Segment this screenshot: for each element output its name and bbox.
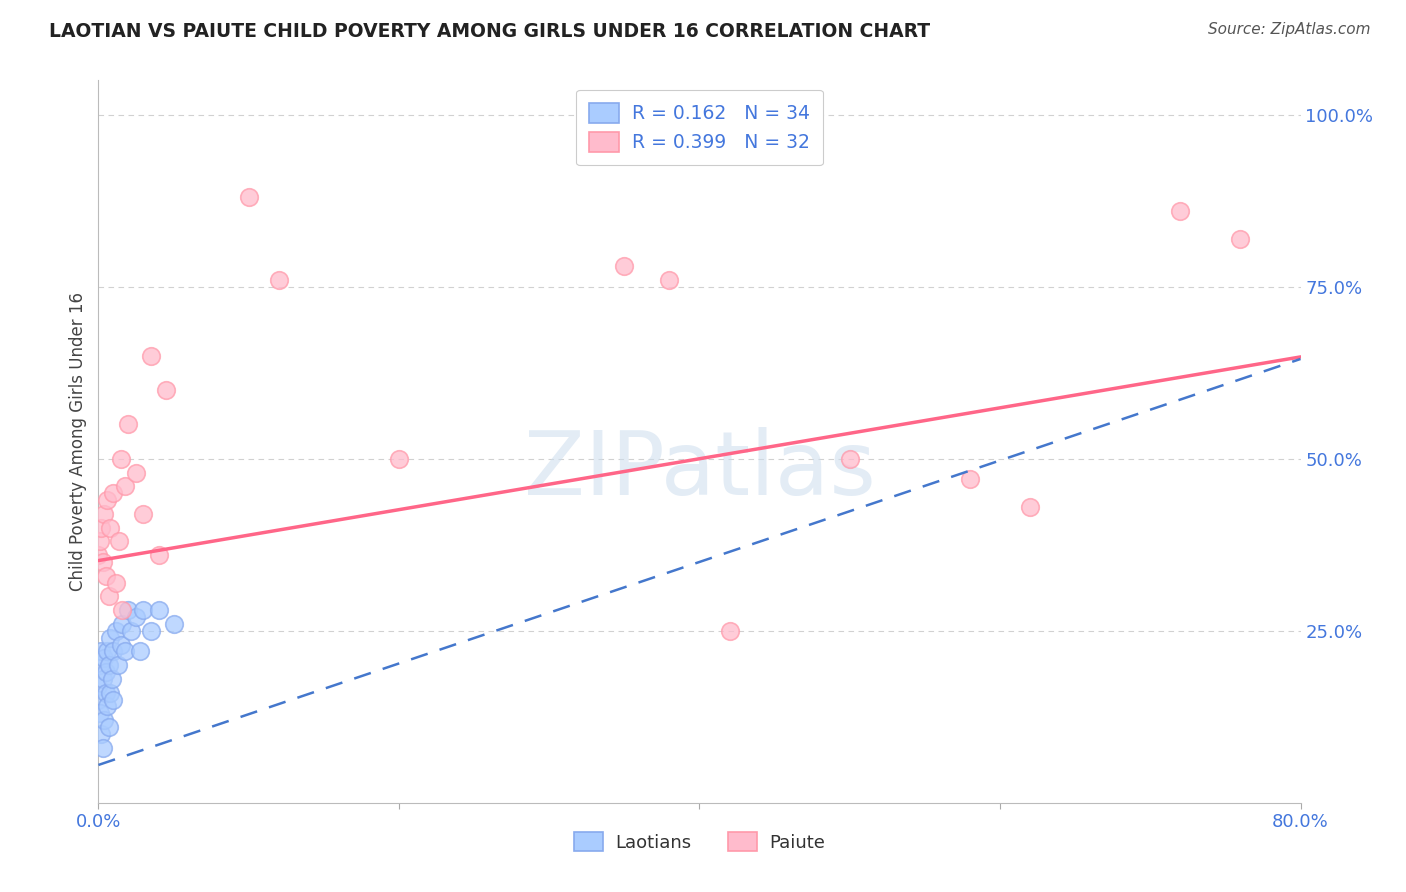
Point (91, 555, 114, 569)
Point (267, 273, 290, 287)
Y-axis label: Child Poverty Among Girls Under 16: Child Poverty Among Girls Under 16 (69, 292, 87, 591)
Point (117, 417, 139, 432)
Point (90, 644, 112, 658)
Point (107, 658, 129, 673)
Point (132, 507, 155, 521)
Point (148, 603, 170, 617)
Text: ZIPatlas: ZIPatlas (523, 427, 876, 514)
Point (103, 486, 125, 500)
Point (97, 590, 120, 604)
Point (111, 616, 134, 631)
Point (1229, 231, 1251, 245)
Point (91, 672, 114, 686)
Point (959, 472, 981, 486)
Point (94, 665, 117, 679)
Point (105, 624, 128, 638)
Point (103, 644, 125, 658)
Point (162, 616, 184, 631)
Legend: Laotians, Paiute: Laotians, Paiute (567, 824, 832, 859)
Point (97, 720, 120, 734)
Point (139, 624, 162, 638)
Point (613, 259, 636, 273)
Point (89, 658, 111, 673)
Point (100, 520, 122, 534)
Point (110, 638, 132, 652)
Point (100, 686, 122, 700)
Point (238, 190, 260, 204)
Point (139, 349, 162, 363)
Point (129, 644, 152, 658)
Point (100, 631, 122, 645)
Text: Source: ZipAtlas.com: Source: ZipAtlas.com (1208, 22, 1371, 37)
Point (117, 603, 139, 617)
Point (658, 273, 681, 287)
Point (132, 603, 155, 617)
Point (111, 603, 134, 617)
Point (125, 466, 148, 480)
Point (101, 672, 124, 686)
Point (90, 727, 112, 741)
Point (93, 713, 115, 727)
Text: LAOTIAN VS PAIUTE CHILD POVERTY AMONG GIRLS UNDER 16 CORRELATION CHART: LAOTIAN VS PAIUTE CHILD POVERTY AMONG GI… (49, 22, 931, 41)
Point (87, 679, 110, 693)
Point (87, 692, 110, 706)
Point (125, 610, 148, 624)
Point (93, 651, 115, 665)
Point (90, 520, 112, 534)
Point (103, 692, 125, 706)
Point (1170, 204, 1192, 219)
Point (1019, 500, 1042, 514)
Point (89, 706, 111, 721)
Point (96, 644, 118, 658)
Point (105, 575, 128, 590)
Point (96, 699, 118, 714)
Point (155, 383, 177, 397)
Point (110, 451, 132, 466)
Point (838, 451, 860, 466)
Point (388, 451, 411, 466)
Point (97, 658, 120, 673)
Point (94, 568, 117, 582)
Point (114, 479, 136, 493)
Point (89, 534, 111, 549)
Point (87, 548, 110, 562)
Point (91, 740, 114, 755)
Point (93, 507, 115, 521)
Point (108, 534, 131, 549)
Point (718, 624, 741, 638)
Point (96, 493, 118, 508)
Point (121, 624, 143, 638)
Point (114, 644, 136, 658)
Point (148, 548, 170, 562)
Point (94, 686, 117, 700)
